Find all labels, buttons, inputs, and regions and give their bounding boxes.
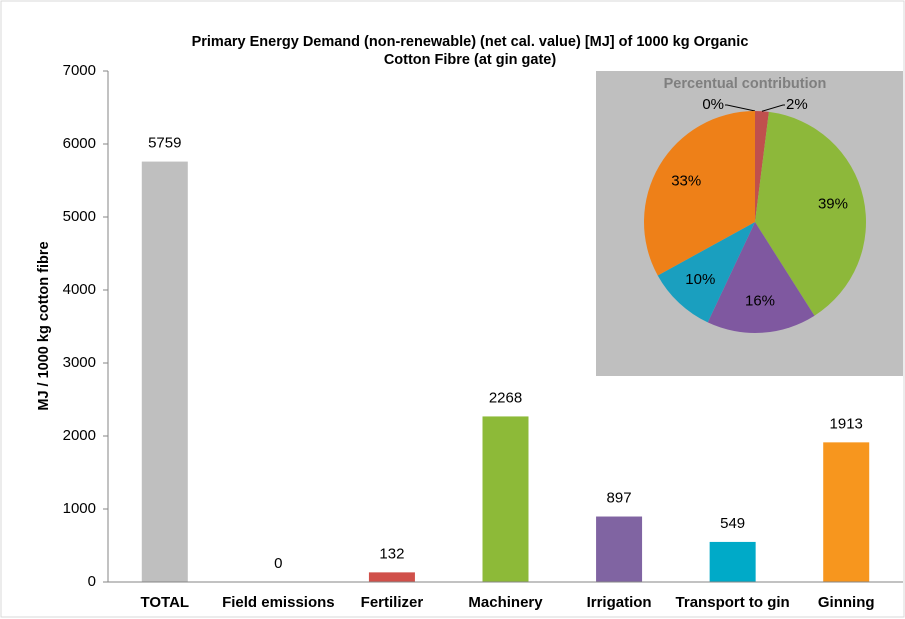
x-tick-label: Field emissions bbox=[222, 594, 335, 611]
y-tick-label: 4000 bbox=[63, 281, 96, 298]
x-tick-label: Fertilizer bbox=[361, 594, 424, 611]
pie-title: Percentual contribution bbox=[664, 76, 827, 92]
pie-label: 0% bbox=[702, 96, 724, 113]
data-label: 897 bbox=[607, 489, 632, 506]
leader-line bbox=[761, 104, 785, 112]
y-axis-label: MJ / 1000 kg cotton fibre bbox=[36, 241, 52, 410]
pie-slice bbox=[657, 222, 755, 323]
bar bbox=[368, 572, 415, 582]
pie-label: 33% bbox=[671, 172, 701, 189]
data-label: 1913 bbox=[830, 415, 863, 432]
x-tick-label: Transport to gin bbox=[676, 594, 790, 611]
data-label: 5759 bbox=[148, 135, 181, 152]
x-tick-label: Irrigation bbox=[587, 594, 652, 611]
bar bbox=[141, 161, 188, 582]
x-tick-label: Machinery bbox=[468, 594, 543, 611]
pie-label: 2% bbox=[786, 96, 808, 113]
x-tick-label: TOTAL bbox=[140, 594, 189, 611]
pie-label: 16% bbox=[745, 293, 775, 310]
chart-title-line: Primary Energy Demand (non-renewable) (n… bbox=[192, 34, 749, 50]
pie-slice bbox=[755, 111, 769, 222]
x-tick-label: Ginning bbox=[818, 594, 875, 611]
bar bbox=[482, 416, 529, 582]
leader-line bbox=[725, 104, 756, 112]
pie-label: 39% bbox=[818, 196, 848, 213]
data-label: 132 bbox=[379, 545, 404, 562]
chart-title: Primary Energy Demand (non-renewable) (n… bbox=[192, 34, 749, 68]
data-label: 0 bbox=[274, 555, 282, 572]
y-tick-label: 3000 bbox=[63, 354, 96, 371]
pie-slice bbox=[644, 111, 755, 276]
pie-slice bbox=[707, 222, 815, 333]
data-label: 2268 bbox=[489, 389, 522, 406]
pie-slice bbox=[755, 111, 866, 316]
data-label: 549 bbox=[720, 515, 745, 532]
y-tick-label: 2000 bbox=[63, 427, 96, 444]
y-tick-label: 6000 bbox=[63, 135, 96, 152]
y-tick-label: 7000 bbox=[63, 62, 96, 79]
pie-label: 10% bbox=[685, 271, 715, 288]
bar bbox=[596, 516, 643, 582]
chart-title-line: Cotton Fibre (at gin gate) bbox=[384, 52, 557, 68]
y-tick-label: 1000 bbox=[63, 500, 96, 517]
y-tick-label: 5000 bbox=[63, 208, 96, 225]
y-tick-label: 0 bbox=[88, 573, 96, 590]
bar bbox=[709, 541, 756, 582]
bar bbox=[823, 442, 870, 582]
